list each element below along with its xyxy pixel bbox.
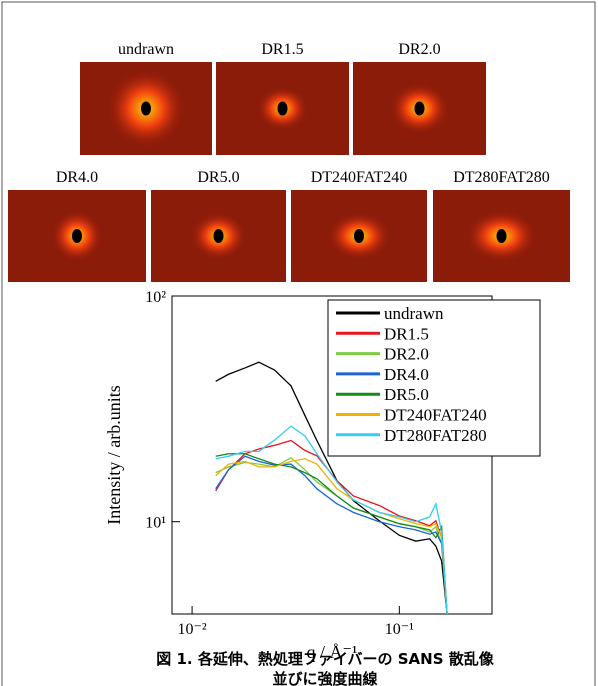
series-line	[215, 439, 448, 615]
legend-label: undrawn	[384, 304, 444, 323]
beam-stop	[277, 101, 288, 116]
image-label: DR5.0	[197, 169, 239, 186]
beam-stop	[496, 229, 507, 243]
legend-label: DT240FAT240	[384, 406, 487, 425]
caption: 図 1. 各延伸、熱処理ファイバーの SANS 散乱像	[156, 650, 494, 668]
y-tick-label: 10²	[145, 289, 166, 306]
beam-stop	[414, 101, 425, 116]
x-axis-label: q / Å⁻¹	[307, 642, 358, 662]
image-label: DR2.0	[398, 41, 440, 58]
legend-label: DR1.5	[384, 324, 429, 343]
image-label: DR4.0	[56, 169, 98, 186]
legend-label: DT280FAT280	[384, 426, 487, 445]
y-tick-label: 10¹	[145, 515, 166, 532]
caption: 並びに強度曲線	[272, 670, 377, 686]
legend-label: DR4.0	[384, 365, 429, 384]
beam-stop	[141, 101, 151, 116]
series-line	[215, 455, 448, 615]
legend-label: DR2.0	[384, 345, 429, 364]
chart: 10⁻² 10⁻¹ 10¹ 10² q / Å⁻¹ Intensity / arb.uni…	[104, 289, 541, 662]
beam-stop	[72, 229, 82, 243]
beam-stop	[213, 229, 224, 243]
legend-label: DR5.0	[384, 385, 429, 404]
y-axis-label: Intensity / arb.units	[104, 385, 124, 524]
image-label: undrawn	[118, 41, 174, 58]
image-label: DR1.5	[261, 41, 303, 58]
x-tick-label: 10⁻²	[177, 621, 206, 638]
series-line	[215, 425, 448, 615]
beam-stop	[354, 229, 364, 243]
image-label: DT240FAT240	[311, 169, 408, 186]
x-tick-label: 10⁻¹	[385, 621, 414, 638]
image-panel: undrawn DR1.5 DR2.0 DR4.0 DR5.0 DT240FAT240 DT…	[8, 41, 570, 282]
series-line	[215, 453, 448, 615]
series-line	[215, 458, 448, 615]
image-label: DT280FAT280	[453, 169, 550, 186]
legend-box	[327, 299, 541, 457]
